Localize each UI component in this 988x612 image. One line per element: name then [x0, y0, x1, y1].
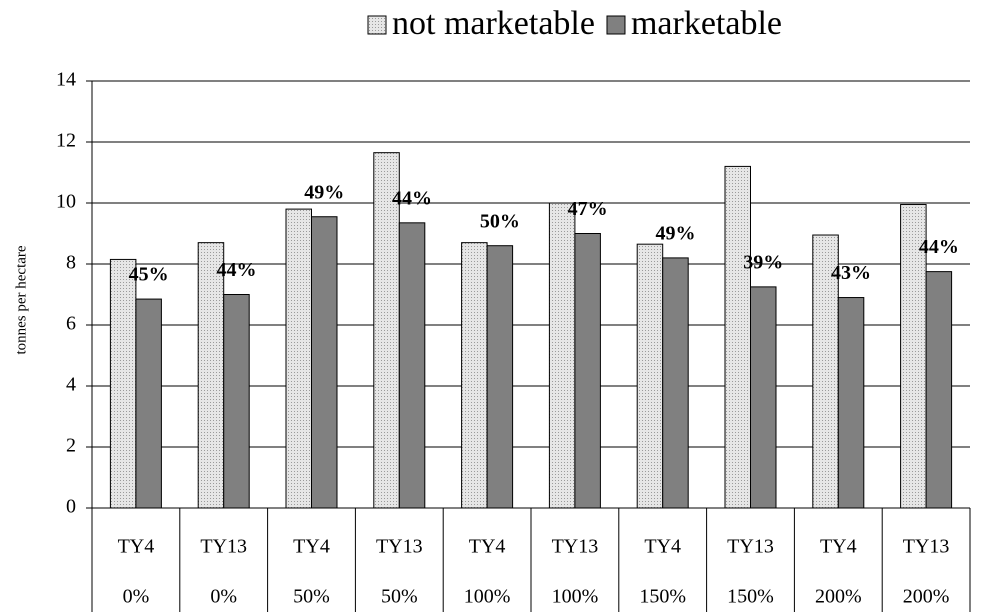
bar: [311, 216, 338, 509]
annotation: 50%: [480, 210, 520, 232]
bar: [724, 165, 751, 509]
annotation: 47%: [568, 198, 608, 220]
annotation: 44%: [919, 236, 959, 258]
x-tick-label: 50%: [381, 586, 418, 608]
x-tick-label: TY13: [376, 536, 423, 558]
y-axis-label: tonnes per hectare: [13, 245, 29, 354]
x-tick-label: 200%: [903, 586, 950, 608]
x-tick-label: TY4: [820, 536, 857, 558]
y-tick-label: 8: [66, 252, 76, 274]
legend-label: not marketable: [392, 5, 595, 42]
x-tick-label: TY4: [469, 536, 506, 558]
x-tick-label: TY13: [200, 536, 247, 558]
annotation: 49%: [655, 222, 695, 244]
x-tick-label: 50%: [293, 586, 330, 608]
bar: [197, 242, 225, 509]
x-tick-label: 150%: [727, 586, 774, 608]
bar: [900, 204, 927, 509]
bar: [285, 208, 312, 509]
y-tick-label: 2: [66, 435, 76, 457]
bar: [925, 271, 953, 509]
bar: [548, 202, 576, 509]
y-tick-label: 14: [56, 69, 76, 91]
x-tick-label: TY13: [903, 536, 950, 558]
x-tick-label: TY4: [118, 536, 155, 558]
legend-swatch: [367, 15, 387, 35]
x-tick-label: TY4: [293, 536, 330, 558]
annotation: 49%: [304, 181, 344, 203]
x-tick-label: 150%: [639, 586, 686, 608]
bar: [109, 258, 137, 509]
bar: [398, 222, 426, 509]
legend-label: marketable: [631, 5, 782, 42]
bar: [837, 297, 865, 509]
bar: [223, 294, 250, 509]
annotation: 43%: [831, 262, 871, 284]
y-tick-label: 6: [66, 313, 76, 335]
annotation: 44%: [216, 259, 256, 281]
annotation: 39%: [743, 251, 783, 273]
bar: [574, 233, 601, 509]
bar: [662, 257, 689, 509]
bar: [486, 245, 514, 509]
bar: [750, 286, 777, 509]
annotation: 45%: [129, 264, 169, 286]
x-tick-label: 0%: [210, 586, 237, 608]
bar: [636, 243, 664, 509]
x-tick-label: 200%: [815, 586, 862, 608]
y-tick-label: 4: [66, 374, 76, 396]
bar: [461, 242, 488, 509]
x-tick-label: TY13: [552, 536, 599, 558]
y-tick-label: 12: [56, 130, 76, 152]
x-tick-label: 0%: [123, 586, 150, 608]
bar: [135, 298, 162, 509]
bar: [812, 234, 839, 509]
x-tick-label: TY13: [727, 536, 774, 558]
y-tick-label: 0: [66, 496, 76, 518]
x-tick-label: TY4: [644, 536, 681, 558]
y-tick-label: 10: [56, 191, 76, 213]
x-tick-label: 100%: [464, 586, 511, 608]
annotation: 44%: [392, 187, 432, 209]
x-tick-label: 100%: [552, 586, 599, 608]
legend-swatch: [606, 15, 626, 35]
